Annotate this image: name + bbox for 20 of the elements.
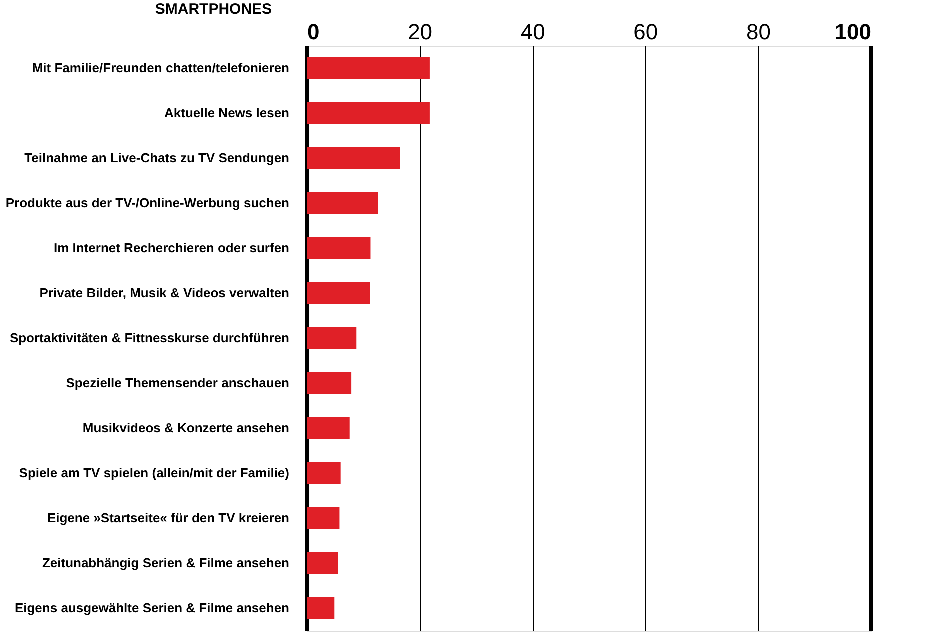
y-tick-label: Im Internet Recherchieren oder surfen — [54, 240, 290, 256]
x-tick-label: 40 — [520, 20, 546, 44]
y-tick-label: Eigene »Startseite« für den TV kreieren — [47, 510, 290, 526]
y-tick-label: Private Bilder, Musik & Videos verwalten — [40, 286, 290, 300]
chart-title: SMARTPHONES — [155, 1, 272, 18]
x-tick-label: 0 — [308, 20, 320, 44]
y-tick-label: Aktuelle News lesen — [164, 106, 290, 120]
y-tick-label: Zeitunabhängig Serien & Filme ansehen — [42, 556, 290, 570]
y-tick-label: Spiele am TV spielen (allein/mit der Familie) — [19, 466, 290, 480]
x-tick-label: 60 — [634, 20, 658, 44]
x-tick-label: 20 — [408, 20, 433, 44]
y-tick-label: Eigens ausgewählte Serien & Filme ansehen — [14, 600, 290, 616]
y-tick-label: Spezielle Themensender anschauen — [66, 376, 290, 390]
y-tick-label: Teilnahme an Live-Chats zu TV Sendungen — [24, 150, 290, 166]
y-tick-label: Mit Familie/Freunden chatten/telefonieren — [32, 60, 290, 76]
y-tick-label: Musikvideos & Konzerte ansehen — [82, 420, 290, 436]
x-tick-label: 100 — [834, 20, 872, 44]
x-tick-label: 80 — [746, 20, 771, 44]
y-tick-label: Sportaktivitäten & Fittnesskurse durchführen — [10, 330, 290, 346]
y-tick-label: Produkte aus der TV-/Online-Werbung suchen — [6, 196, 290, 210]
